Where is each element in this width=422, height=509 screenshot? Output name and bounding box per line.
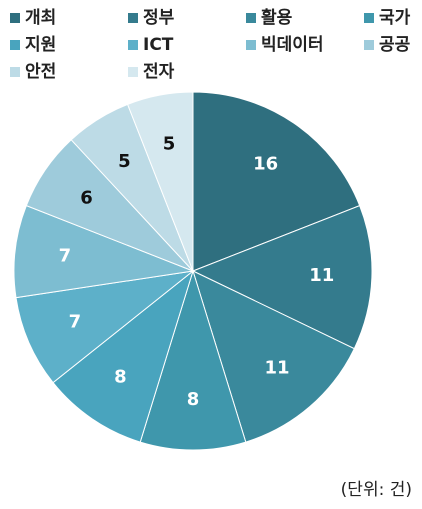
data-label: 16 xyxy=(253,154,278,175)
legend-swatch xyxy=(10,67,20,77)
legend-swatch xyxy=(364,40,374,50)
pie-slice xyxy=(191,204,373,350)
data-label: 7 xyxy=(69,312,82,333)
data-label: 7 xyxy=(59,246,72,267)
legend-label: 지원 xyxy=(25,35,56,55)
legend-swatch xyxy=(10,40,20,50)
legend-label: 공공 xyxy=(379,35,411,55)
data-label: 11 xyxy=(265,358,290,379)
legend-swatch xyxy=(128,13,138,23)
data-label: 8 xyxy=(187,389,200,410)
legend-swatch xyxy=(128,40,138,50)
data-label: 6 xyxy=(80,187,93,208)
legend-label: 국가 xyxy=(379,8,411,28)
pie-slice xyxy=(126,91,194,272)
unit-label: (단위: 건) xyxy=(341,480,412,500)
pie-slice xyxy=(15,270,195,384)
legend-label: 활용 xyxy=(261,7,293,28)
pie-slice xyxy=(139,269,247,451)
legend-swatch xyxy=(10,13,20,23)
data-label: 5 xyxy=(118,151,131,172)
legend-label: 안전 xyxy=(25,62,56,82)
legend-swatch xyxy=(246,13,256,23)
legend-label: 전자 xyxy=(143,62,175,82)
legend-swatch xyxy=(246,40,256,50)
legend-label: 정부 xyxy=(143,8,175,28)
data-label: 5 xyxy=(163,133,176,154)
legend-label: ICT xyxy=(143,35,174,55)
legend-swatch xyxy=(128,67,138,77)
data-label: 11 xyxy=(309,265,334,286)
pie-slice xyxy=(192,91,361,272)
legend-swatch xyxy=(364,13,374,23)
pie-slice xyxy=(13,204,195,299)
legend-label: 빅데이터 xyxy=(261,35,324,55)
pie-slice xyxy=(192,270,355,443)
legend-label: 개최 xyxy=(25,8,56,28)
pie-slice xyxy=(52,269,194,443)
data-label: 8 xyxy=(114,366,127,387)
